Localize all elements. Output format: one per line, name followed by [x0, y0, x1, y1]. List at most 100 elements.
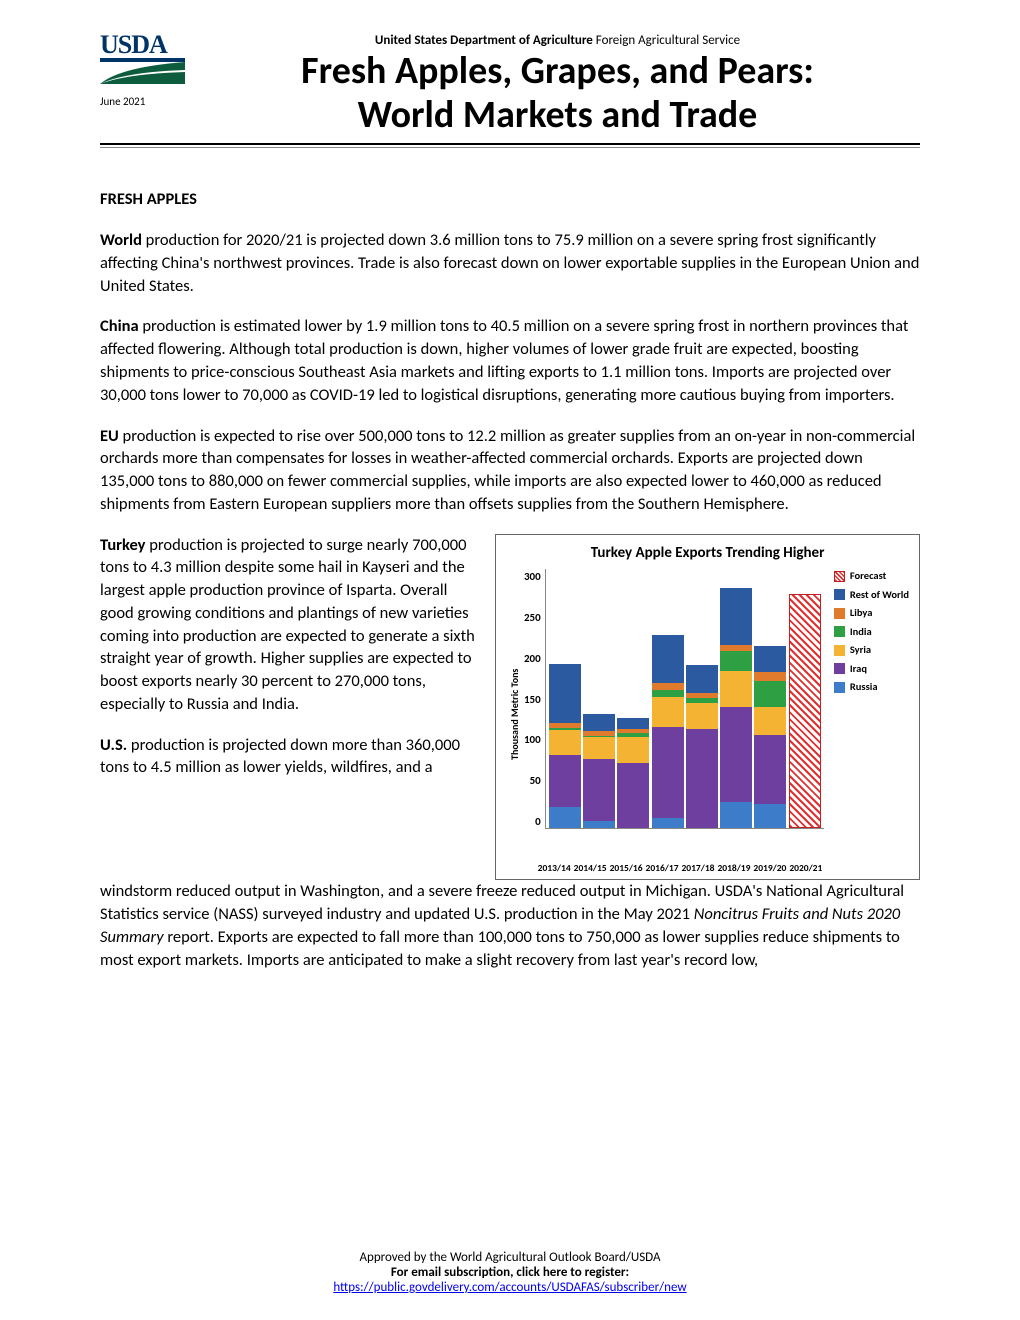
usda-logo-text: USDA — [100, 30, 185, 60]
lead-world: World — [100, 230, 142, 250]
legend-item-syria: Syria — [834, 643, 909, 657]
divider-thick — [100, 143, 920, 145]
x-tick: 2019/20 — [753, 862, 786, 875]
bar-segment-syria — [754, 707, 786, 735]
bar-segment-syria — [583, 737, 615, 759]
legend-item-iraq: Iraq — [834, 662, 909, 676]
x-tick: 2020/21 — [789, 862, 822, 875]
chart-main: Thousand Metric Tons 050100150200250300 … — [506, 569, 824, 875]
bar-column — [617, 718, 649, 828]
department-rest: Foreign Agricultural Service — [593, 33, 740, 48]
bar-segment-row — [720, 588, 752, 644]
bar-segment-syria — [617, 737, 649, 763]
y-tick: 200 — [524, 651, 541, 666]
legend-label: Iraq — [850, 662, 867, 676]
department-bold: United States Department of Agriculture — [375, 33, 593, 48]
chart-area: Thousand Metric Tons 050100150200250300 — [506, 569, 824, 859]
text-turkey: production is projected to surge nearly … — [100, 535, 475, 714]
legend-label: Syria — [850, 643, 871, 657]
legend-item-forecast: Forecast — [834, 569, 909, 583]
x-tick: 2018/19 — [717, 862, 750, 875]
bar-segment-row — [652, 635, 684, 683]
y-axis-ticks: 050100150200250300 — [524, 569, 545, 829]
lead-china: China — [100, 316, 139, 336]
legend-item-russia: Russia — [834, 680, 909, 694]
y-axis-label: Thousand Metric Tons — [506, 569, 524, 859]
legend-swatch-icon — [834, 589, 845, 600]
legend-label: Forecast — [850, 569, 886, 583]
para-china: China production is estimated lower by 1… — [100, 315, 920, 406]
bar-segment-russia — [754, 804, 786, 828]
content-body: FRESH APPLES World production for 2020/2… — [100, 188, 920, 971]
publication-date: June 2021 — [100, 95, 145, 108]
footer-line-1: Approved by the World Agricultural Outlo… — [0, 1250, 1020, 1265]
legend-item-libya: Libya — [834, 606, 909, 620]
bar-segment-russia — [720, 802, 752, 828]
bar-column — [583, 714, 615, 828]
bar-segment-iraq — [549, 755, 581, 807]
y-tick: 250 — [524, 610, 541, 625]
legend-label: Rest of World — [850, 588, 909, 602]
text-eu: production is expected to rise over 500,… — [100, 426, 915, 514]
bar-column — [754, 646, 786, 828]
bar-segment-india — [720, 651, 752, 670]
lead-turkey: Turkey — [100, 535, 145, 555]
text-china: production is estimated lower by 1.9 mil… — [100, 316, 908, 404]
bar-segment-libya — [754, 672, 786, 681]
legend-label: India — [850, 625, 872, 639]
legend-item-india: India — [834, 625, 909, 639]
cont-text-2: report. Exports are expected to fall mor… — [100, 927, 900, 970]
footer-link[interactable]: https://public.govdelivery.com/accounts/… — [333, 1280, 686, 1295]
legend-item-row: Rest of World — [834, 588, 909, 602]
legend-label: Libya — [850, 606, 873, 620]
bar-segment-libya — [652, 683, 684, 690]
left-column: Turkey production is projected to surge … — [100, 534, 477, 780]
usda-logo-block: USDA June 2021 — [100, 30, 185, 108]
chart-title: Turkey Apple Exports Trending Higher — [506, 543, 909, 564]
footer-line-2: For email subscription, click here to re… — [0, 1265, 1020, 1280]
bar-segment-iraq — [652, 727, 684, 818]
bar-segment-syria — [652, 697, 684, 727]
footer: Approved by the World Agricultural Outlo… — [0, 1250, 1020, 1295]
bar-segment-row — [549, 664, 581, 723]
section-heading: FRESH APPLES — [100, 188, 920, 211]
para-turkey: Turkey production is projected to surge … — [100, 534, 477, 716]
bar-segment-row — [583, 714, 615, 731]
chart-legend: Forecast Rest of World Libya India Syria Iraq… — [834, 569, 909, 875]
bar-segment-row — [617, 718, 649, 728]
x-tick: 2013/14 — [538, 862, 571, 875]
bar-segment-syria — [686, 703, 718, 729]
bar-segment-syria — [720, 671, 752, 707]
legend-label: Russia — [850, 680, 878, 694]
bar-segment-libya — [720, 645, 752, 652]
document-title: Fresh Apples, Grapes, and Pears: World M… — [195, 50, 920, 137]
y-tick: 100 — [524, 732, 541, 747]
usda-swoosh-icon — [100, 62, 185, 84]
lead-us: U.S. — [100, 735, 127, 755]
title-block: United States Department of Agriculture … — [195, 30, 920, 137]
x-tick: 2016/17 — [646, 862, 679, 875]
title-line-2: World Markets and Trade — [195, 94, 920, 138]
bar-segment-india — [652, 690, 684, 697]
x-tick: 2014/15 — [574, 862, 607, 875]
y-tick: 0 — [524, 814, 541, 829]
legend-swatch-icon — [834, 645, 845, 656]
two-column-section: Turkey production is projected to surge … — [100, 534, 920, 881]
legend-swatch-icon — [834, 626, 845, 637]
chart-flex: Thousand Metric Tons 050100150200250300 … — [506, 569, 909, 875]
bar-segment-india — [754, 681, 786, 707]
department-line: United States Department of Agriculture … — [195, 33, 920, 48]
y-tick: 300 — [524, 569, 541, 584]
chart-container: Turkey Apple Exports Trending Higher Tho… — [495, 534, 920, 881]
y-tick: 150 — [524, 692, 541, 707]
bar-segment-row — [686, 665, 718, 693]
bar-column-forecast — [789, 594, 821, 828]
legend-swatch-icon — [834, 571, 845, 582]
text-world: production for 2020/21 is projected down… — [100, 230, 919, 296]
bar-segment-iraq — [754, 735, 786, 804]
legend-swatch-icon — [834, 663, 845, 674]
legend-swatch-icon — [834, 608, 845, 619]
bar-segment-iraq — [686, 729, 718, 829]
bar-column — [720, 588, 752, 828]
lead-eu: EU — [100, 426, 119, 446]
